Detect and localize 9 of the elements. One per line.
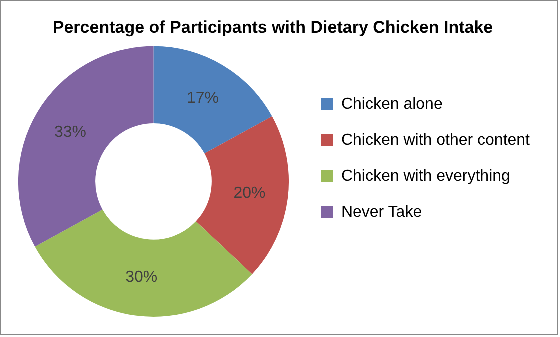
chart-title: Percentage of Participants with Dietary Chicken Intake (52, 18, 494, 37)
data-label: 30% (126, 269, 158, 286)
data-label: 33% (54, 124, 86, 141)
legend-label: Chicken with everything (341, 168, 510, 185)
legend-label: Never Take (341, 204, 422, 221)
data-label: 17% (186, 90, 219, 107)
legend-label: Chicken with other content (341, 132, 531, 149)
legend-label: Chicken alone (341, 96, 443, 113)
data-label: 20% (234, 185, 266, 202)
